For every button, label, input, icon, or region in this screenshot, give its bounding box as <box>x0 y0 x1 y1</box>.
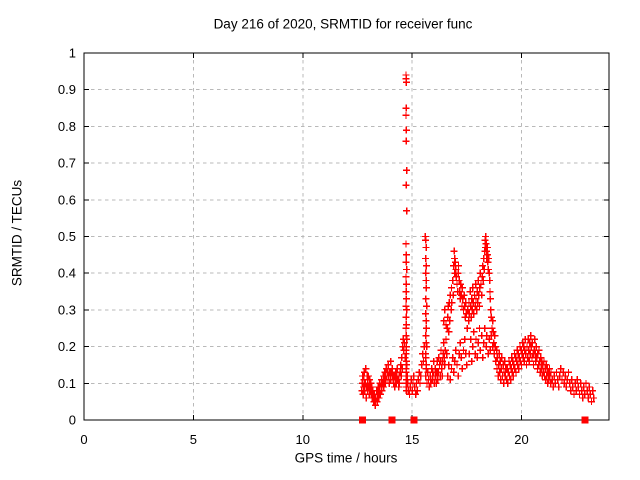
y-tick-label: 1 <box>69 46 76 61</box>
y-tick-label: 0.5 <box>58 229 76 244</box>
y-tick-label: 0.4 <box>58 266 76 281</box>
y-tick-label: 0.1 <box>58 376 76 391</box>
zero-flag-marker <box>410 416 418 424</box>
plot-border <box>83 52 610 421</box>
x-axis-label: GPS time / hours <box>294 450 398 466</box>
zero-flag-marker <box>581 416 589 424</box>
zero-flag-marker <box>388 416 396 424</box>
y-tick-label: 0.6 <box>58 192 76 207</box>
scatter-points <box>358 71 598 409</box>
x-tick-label: 5 <box>190 432 197 447</box>
zero-flag-marker <box>358 416 366 424</box>
y-tick-label: 0.8 <box>58 119 76 134</box>
chart-title: Day 216 of 2020, SRMTID for receiver fun… <box>213 16 473 32</box>
x-tick-label: 15 <box>405 432 419 447</box>
grid-lines <box>84 53 609 420</box>
y-tick-label: 0.3 <box>58 302 76 317</box>
x-tick-label: 10 <box>296 432 310 447</box>
x-tick-label: 20 <box>514 432 528 447</box>
x-tick-label: 0 <box>80 432 87 447</box>
y-tick-label: 0 <box>69 413 76 428</box>
y-tick-label: 0.9 <box>58 82 76 97</box>
y-tick-label: 0.2 <box>58 339 76 354</box>
y-tick-label: 0.7 <box>58 156 76 171</box>
